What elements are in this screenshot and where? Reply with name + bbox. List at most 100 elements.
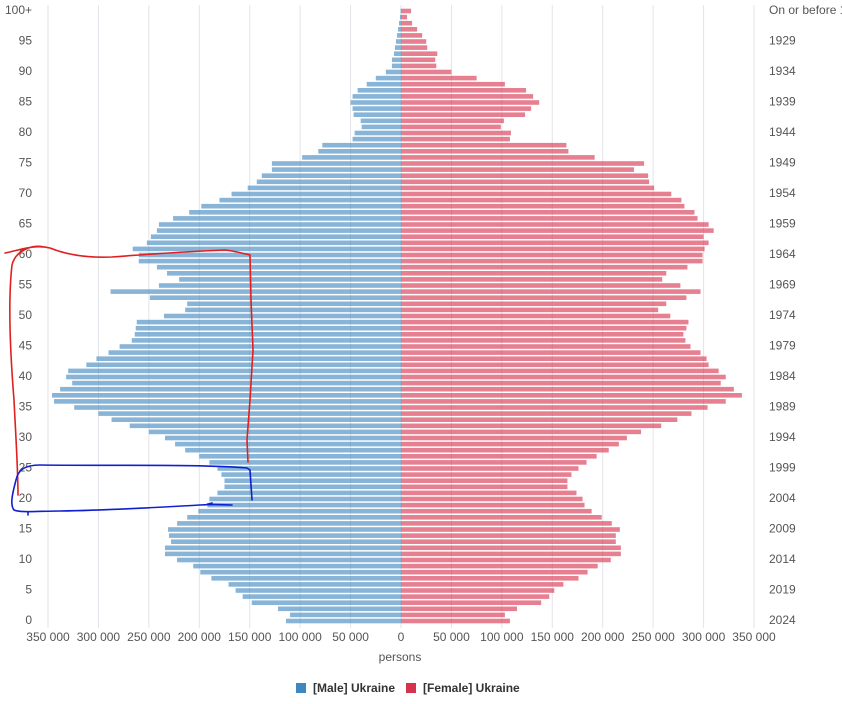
y2-tick-label: 1954 xyxy=(769,186,796,200)
bar xyxy=(200,569,401,575)
bar xyxy=(401,313,671,319)
y-tick-label: 70 xyxy=(19,186,33,200)
bar xyxy=(391,63,401,69)
bar xyxy=(401,325,687,331)
bar xyxy=(401,350,701,355)
bar xyxy=(179,277,401,282)
bar xyxy=(207,502,401,508)
bar xyxy=(401,33,423,38)
bar xyxy=(352,136,401,142)
bar xyxy=(401,600,542,605)
bar xyxy=(401,39,427,44)
y2-tick-label: 2014 xyxy=(769,552,796,566)
bar xyxy=(401,307,659,313)
blue-outline xyxy=(11,464,253,516)
bar xyxy=(68,368,402,374)
bar xyxy=(375,75,401,81)
bar xyxy=(401,142,567,148)
bar xyxy=(400,8,401,14)
bar xyxy=(96,356,401,361)
bar xyxy=(394,45,401,50)
bar xyxy=(401,264,688,270)
y2-tick-label: 1994 xyxy=(769,430,796,444)
bar xyxy=(401,582,564,587)
bar xyxy=(169,533,401,538)
bar xyxy=(401,533,616,538)
bar xyxy=(401,222,709,227)
bar xyxy=(401,8,412,14)
bar xyxy=(302,155,401,160)
bar xyxy=(401,515,602,520)
bar xyxy=(290,612,401,618)
y-tick-label: 35 xyxy=(19,400,33,414)
bar xyxy=(401,356,707,361)
bar xyxy=(401,319,689,325)
y2-tick-label: 2009 xyxy=(769,522,796,536)
y-tick-label: 40 xyxy=(19,369,33,383)
bar xyxy=(401,386,734,392)
bar xyxy=(401,45,428,50)
bar xyxy=(52,393,401,398)
bar xyxy=(177,521,401,526)
bar xyxy=(60,386,402,392)
x-tick-label: 350 000 xyxy=(732,630,776,644)
y-tick-label: 15 xyxy=(19,522,33,536)
y2-tick-label: 1939 xyxy=(769,95,796,109)
bar xyxy=(219,197,401,203)
bar xyxy=(198,508,401,514)
y2-tick-label: 1984 xyxy=(769,369,796,383)
x-tick-label: 250 000 xyxy=(127,630,171,644)
bar xyxy=(164,545,401,551)
bar xyxy=(401,368,719,374)
x-tick-label: 150 000 xyxy=(531,630,575,644)
bar xyxy=(401,112,526,117)
red-outline xyxy=(4,245,254,496)
bar xyxy=(322,142,401,148)
bar xyxy=(401,618,510,624)
annotations xyxy=(4,245,254,516)
bar xyxy=(401,210,695,215)
bar xyxy=(119,344,401,349)
bar xyxy=(401,447,609,453)
bar xyxy=(175,441,401,447)
x-tick-label: 200 000 xyxy=(178,630,222,644)
bar xyxy=(401,454,597,459)
bar xyxy=(401,472,572,477)
bar xyxy=(247,185,401,191)
y2-tick-label: 1979 xyxy=(769,339,796,353)
bar xyxy=(235,588,401,593)
bar xyxy=(399,14,401,20)
bar xyxy=(401,155,595,160)
x-tick-label: 150 000 xyxy=(228,630,272,644)
bar xyxy=(111,417,401,422)
bar xyxy=(401,508,592,514)
legend-swatch xyxy=(406,683,416,693)
bar xyxy=(401,606,517,612)
y2-tick-label: 1934 xyxy=(769,64,796,78)
bar xyxy=(193,563,401,569)
y-tick-label: 80 xyxy=(19,125,33,139)
bar xyxy=(209,460,401,465)
bar xyxy=(401,594,550,599)
bar xyxy=(352,94,401,99)
y2-tick-label: 1989 xyxy=(769,400,796,414)
bar xyxy=(357,88,401,93)
bar xyxy=(401,57,436,63)
bar xyxy=(401,539,616,544)
bar xyxy=(158,222,401,227)
bar xyxy=(221,472,401,477)
bar xyxy=(354,130,401,136)
y-tick-label: 85 xyxy=(19,95,33,109)
bar xyxy=(401,295,687,300)
bar xyxy=(224,484,401,490)
bar xyxy=(401,411,692,416)
bar xyxy=(156,264,401,270)
bar xyxy=(401,185,655,191)
bar xyxy=(401,51,438,56)
bar xyxy=(401,441,619,447)
bar xyxy=(164,435,401,441)
bar xyxy=(401,429,642,435)
bar xyxy=(167,271,401,276)
bar xyxy=(138,258,401,264)
